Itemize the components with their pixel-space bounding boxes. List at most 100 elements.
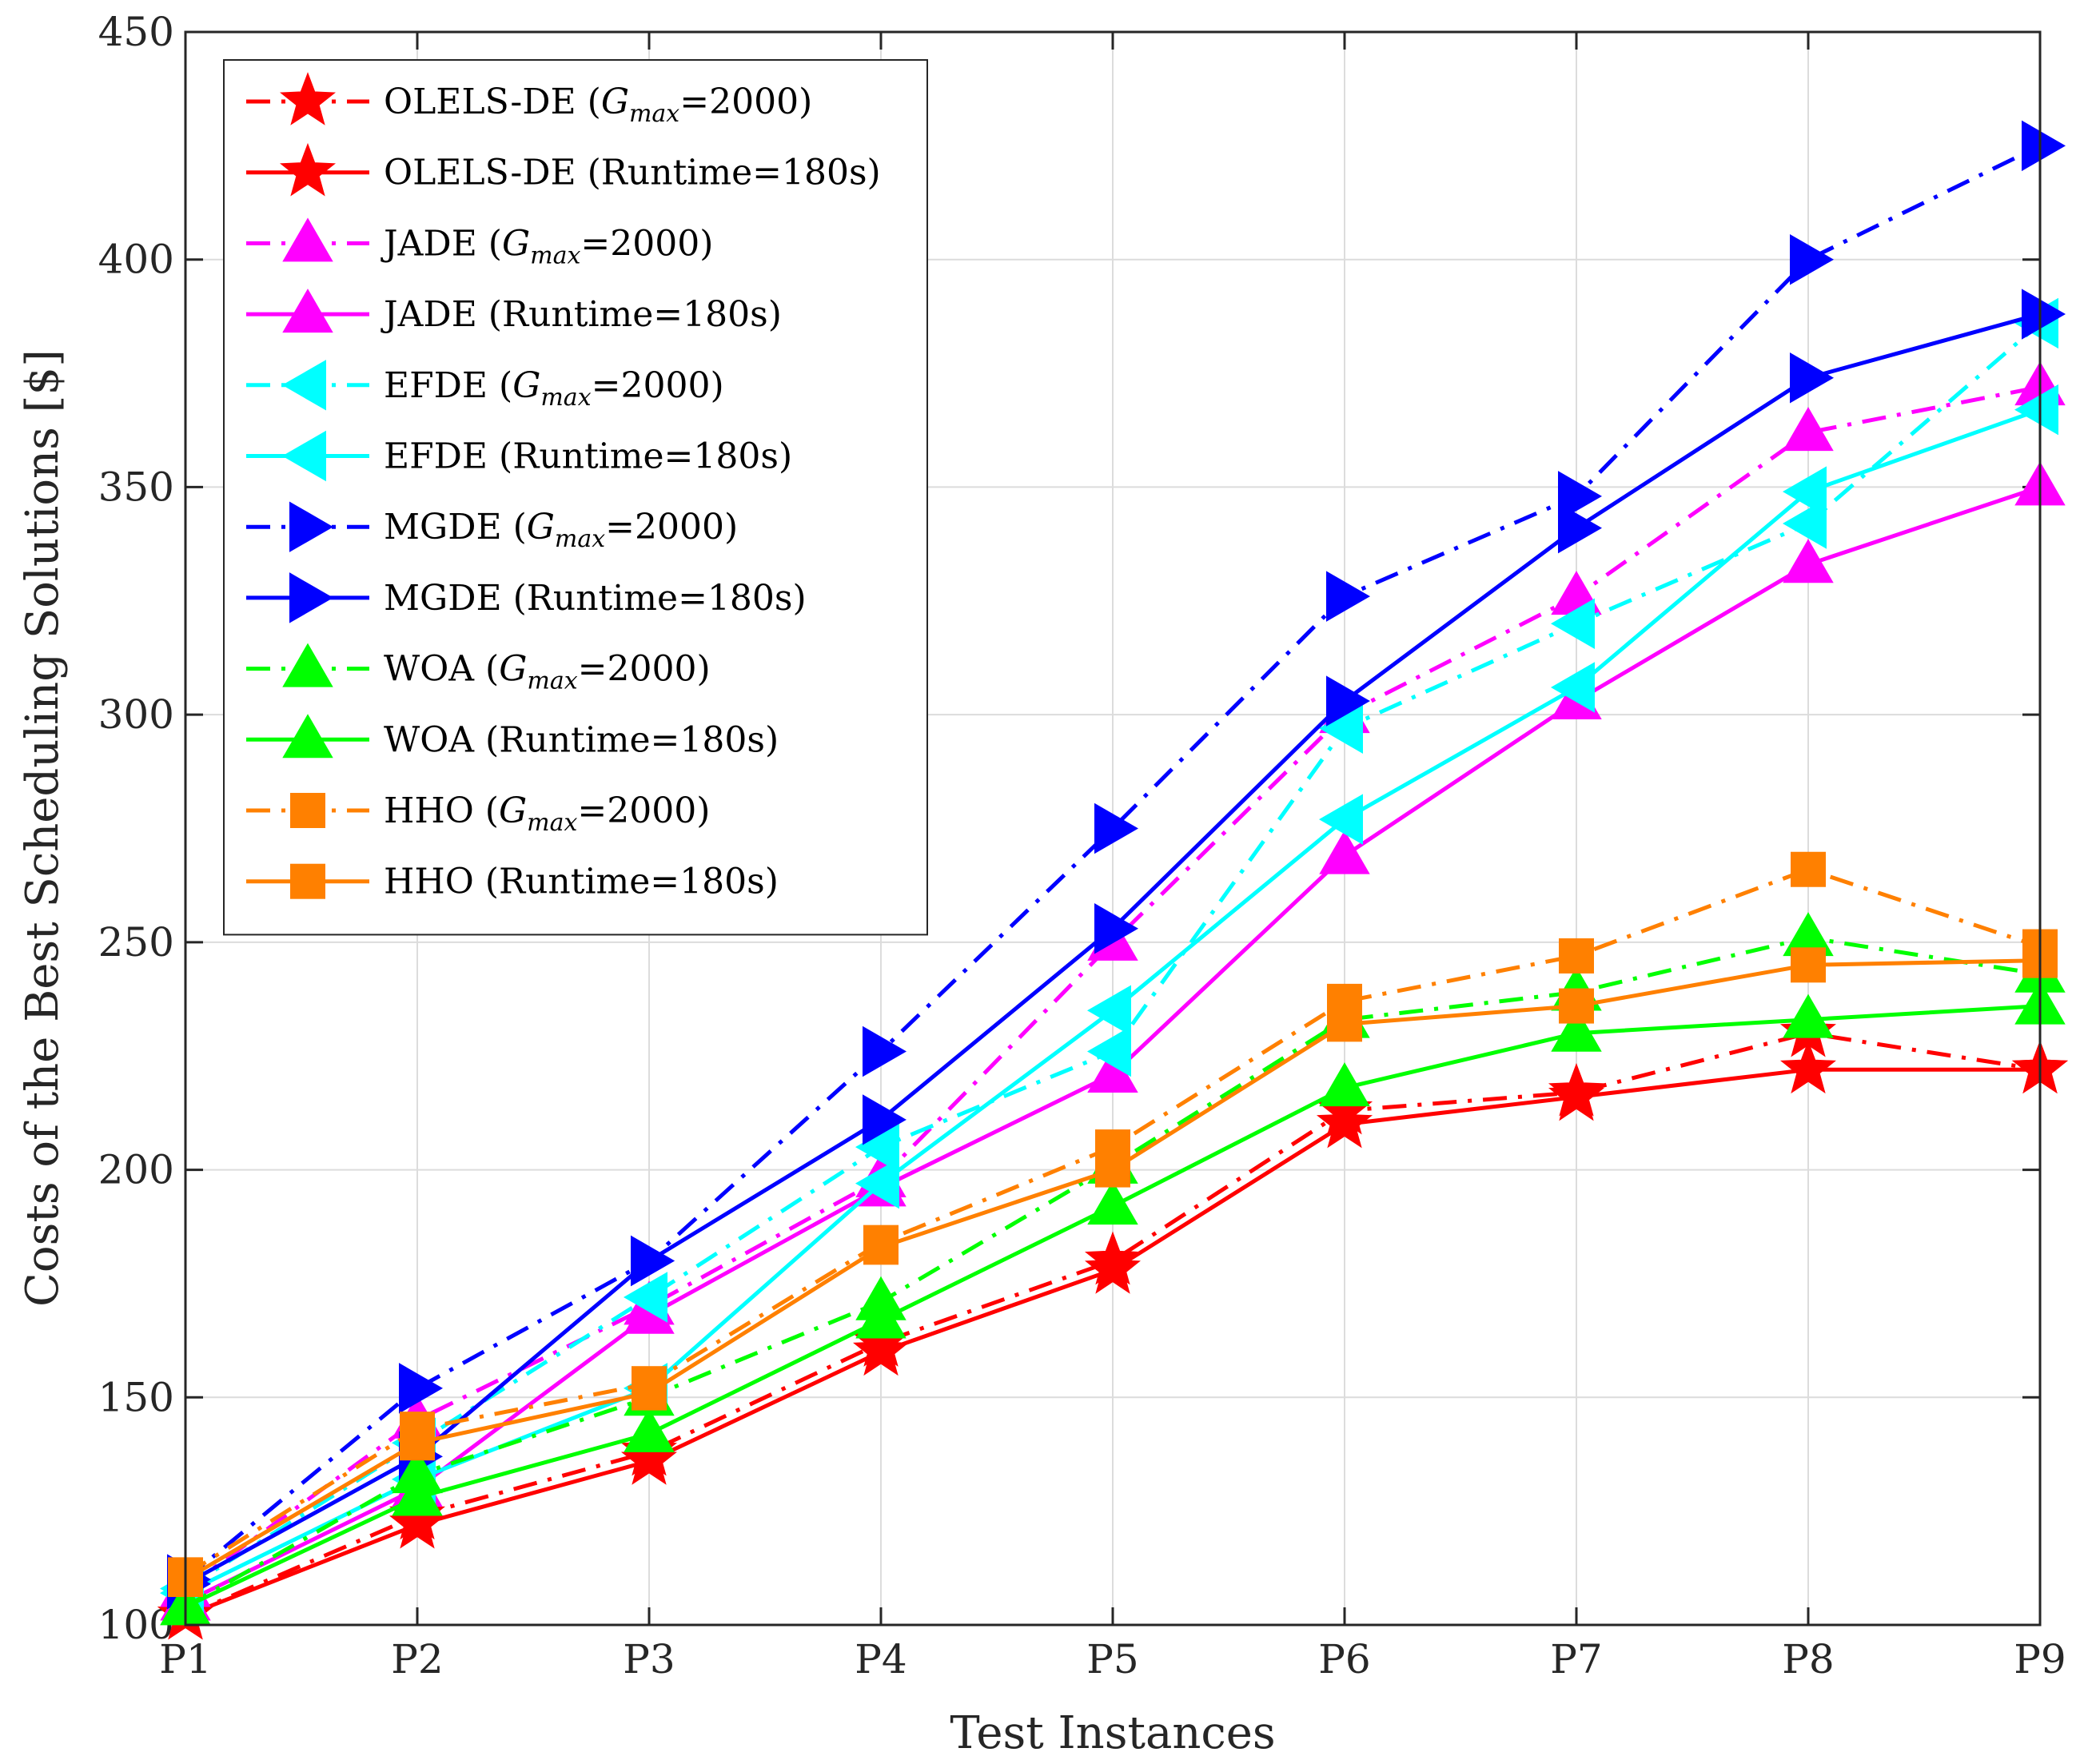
- legend-marker: [279, 72, 337, 125]
- y-axis-title: Costs of the Best Scheduling Solutions […: [17, 349, 69, 1307]
- data-point: [1327, 1006, 1362, 1042]
- legend-marker: [282, 289, 333, 333]
- legend-label: MGDE (Runtime=180s): [384, 578, 807, 619]
- data-point: [855, 1157, 899, 1209]
- data-point: [1559, 938, 1594, 974]
- legend-item: EFDE (Gmax=2000): [246, 360, 724, 412]
- data-point: [1551, 1007, 1602, 1052]
- legend-marker: [282, 217, 333, 262]
- legend-marker: [290, 863, 325, 899]
- data-point: [1791, 947, 1826, 983]
- data-point: [400, 1425, 435, 1461]
- series-line: [184, 144, 2042, 1582]
- y-tick-label: 400: [98, 237, 174, 283]
- data-point: [1548, 1067, 1605, 1121]
- legend-item: WOA (Runtime=180s): [246, 714, 779, 760]
- data-point: [1783, 993, 1834, 1038]
- legend-marker: [282, 714, 333, 759]
- legend-item: EFDE (Runtime=180s): [246, 430, 792, 482]
- data-point: [1086, 1025, 1131, 1077]
- legend-label: MGDE (Gmax=2000): [384, 507, 738, 553]
- legend-item: JADE (Gmax=2000): [246, 217, 713, 269]
- data-point: [632, 1375, 667, 1411]
- data-point: [852, 1322, 910, 1376]
- x-tick-label: P9: [2014, 1636, 2066, 1682]
- series-line: [184, 867, 2041, 1577]
- legend-label: EFDE (Runtime=180s): [384, 436, 792, 477]
- series-woa-runtime-180s: [160, 980, 2066, 1626]
- x-tick-label: P7: [1550, 1636, 1602, 1682]
- legend-item: JADE (Runtime=180s): [246, 289, 782, 335]
- legend-label: OLELS-DE (Runtime=180s): [384, 153, 881, 193]
- data-point: [1319, 1062, 1370, 1107]
- data-point: [1550, 662, 1595, 713]
- data-point: [1783, 539, 1834, 583]
- axes-box: [184, 30, 2042, 1627]
- legend-marker: [281, 360, 326, 411]
- legend-label: HHO (Runtime=180s): [384, 862, 779, 902]
- data-point: [1782, 498, 1827, 549]
- legend-label: JADE (Runtime=180s): [381, 294, 782, 335]
- data-point: [1094, 903, 1139, 954]
- x-tick-label: P5: [1086, 1636, 1138, 1682]
- data-point: [2014, 384, 2058, 436]
- legend-item: HHO (Gmax=2000): [246, 790, 710, 837]
- x-axis-title: Test Instances: [950, 1707, 1275, 1759]
- legend-item: HHO (Runtime=180s): [246, 862, 779, 902]
- series-line: [184, 384, 2041, 1591]
- legend-item: OLELS-DE (Gmax=2000): [246, 72, 812, 128]
- data-point: [1326, 571, 1371, 622]
- y-tick-label: 200: [98, 1147, 174, 1193]
- legend-marker: [279, 142, 337, 197]
- legend-item: OLELS-DE (Runtime=180s): [246, 142, 881, 197]
- x-tick-label: P3: [623, 1636, 675, 1682]
- data-point: [1326, 675, 1371, 727]
- data-point: [1316, 1094, 1373, 1149]
- y-tick-label: 450: [98, 9, 174, 55]
- legend-item: MGDE (Gmax=2000): [246, 501, 738, 553]
- series-hho-runtime-180s: [168, 942, 2058, 1598]
- data-point: [399, 1363, 444, 1414]
- data-point: [855, 1294, 907, 1339]
- data-point: [624, 1408, 675, 1452]
- y-tick-label: 350: [98, 464, 174, 510]
- data-point: [2022, 120, 2066, 172]
- legend-item: WOA (Gmax=2000): [246, 643, 711, 695]
- data-point: [1095, 1152, 1130, 1188]
- data-point: [1319, 830, 1370, 874]
- data-point: [2022, 289, 2066, 340]
- data-point: [623, 1272, 667, 1323]
- data-point: [1782, 466, 1827, 517]
- legend-marker: [289, 501, 334, 552]
- data-point: [392, 1471, 443, 1516]
- data-point: [1558, 502, 1603, 554]
- legend: OLELS-DE (Gmax=2000) OLELS-DE (Runtime=18…: [223, 59, 928, 936]
- data-point: [620, 1432, 678, 1485]
- data-point: [863, 1025, 907, 1077]
- legend-marker: [289, 572, 334, 623]
- data-point: [863, 1229, 899, 1265]
- data-point: [1790, 233, 1835, 285]
- legend-item: MGDE (Runtime=180s): [246, 572, 807, 623]
- series-mgde-runtime-180s: [167, 289, 2066, 1610]
- data-point: [1086, 985, 1131, 1037]
- data-point: [1791, 851, 1826, 887]
- x-tick-label: P6: [1318, 1636, 1370, 1682]
- x-tick-label: P2: [391, 1636, 443, 1682]
- data-point: [1558, 471, 1603, 522]
- data-point: [1790, 352, 1835, 404]
- legend-box: [223, 59, 928, 936]
- legend-label: WOA (Gmax=2000): [384, 649, 711, 695]
- tick-layer: P1 P2 P3 P4 P5 P6 P7 P8 P91001502002503003504004…: [98, 9, 2066, 1682]
- legend-label: WOA (Runtime=180s): [384, 719, 779, 760]
- legend-marker: [282, 643, 333, 687]
- legend-label: HHO (Gmax=2000): [384, 790, 710, 837]
- x-tick-label: P4: [855, 1636, 907, 1682]
- legend-label: JADE (Gmax=2000): [381, 223, 713, 269]
- legend-label: EFDE (Gmax=2000): [384, 365, 724, 412]
- data-point: [1094, 802, 1139, 854]
- data-point: [863, 1094, 907, 1145]
- data-point: [1550, 598, 1595, 649]
- data-point: [1087, 1181, 1138, 1225]
